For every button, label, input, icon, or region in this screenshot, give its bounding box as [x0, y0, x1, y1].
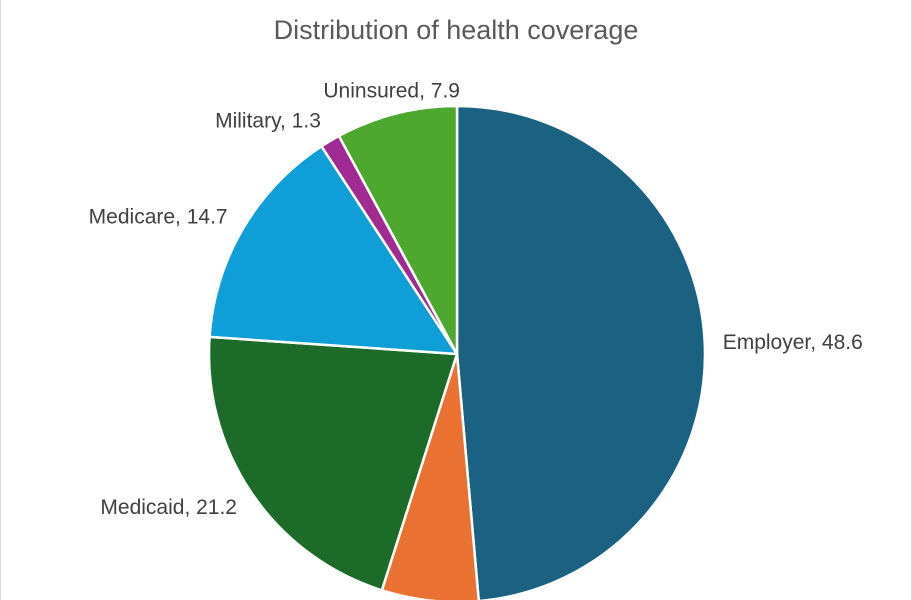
- pie-slices: [207, 104, 707, 600]
- data-label-employer: Employer, 48.6: [723, 331, 863, 354]
- pie-slice-uninsured: [337, 104, 459, 356]
- data-label-medicare: Medicare, 14.7: [89, 205, 228, 228]
- chart-title: Distribution of health coverage: [274, 15, 639, 45]
- chart-frame-left-edge: [0, 0, 1, 600]
- pie-slice-medicare: [208, 145, 459, 356]
- pie-slice-employer: [455, 104, 707, 600]
- data-label-medicaid: Medicaid, 21.2: [100, 496, 237, 519]
- data-label-military: Military, 1.3: [215, 109, 321, 132]
- pie-slice-medicaid: [207, 335, 459, 592]
- data-label-uninsured: Uninsured, 7.9: [323, 79, 460, 102]
- pie-data-labels: Employer, 48.6 Medicaid, 21.2 Medicare, 14…: [89, 79, 863, 519]
